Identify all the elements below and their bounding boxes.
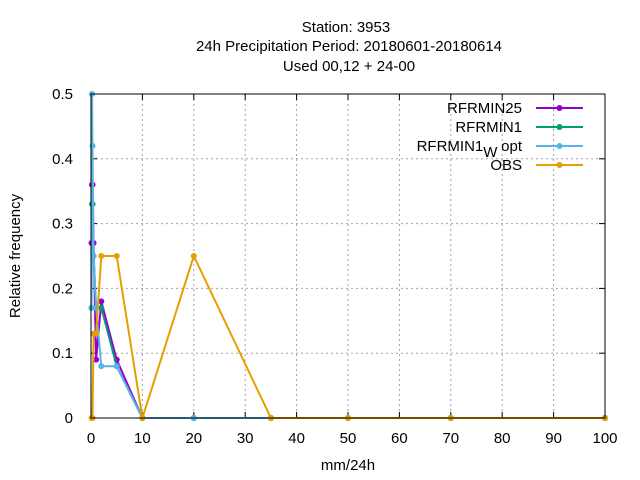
y-tick-label: 0.5	[52, 86, 73, 103]
data-point	[113, 253, 120, 259]
x-tick-label: 40	[288, 430, 305, 447]
data-point	[90, 253, 97, 259]
axis-ticks: 0 10 20 30 40 50 60 70 80 90 100 0 0.1 0.2 0.3 0.4 0.5	[52, 86, 617, 447]
x-tick-label: 90	[545, 430, 562, 447]
y-tick-label: 0.1	[52, 345, 73, 362]
x-tick-label: 50	[340, 430, 357, 447]
x-tick-label: 60	[391, 430, 408, 447]
data-point	[98, 253, 105, 259]
legend-swatch-point	[556, 143, 563, 149]
plot-frame	[90, 93, 606, 419]
data-point	[98, 298, 105, 305]
y-tick-label: 0.3	[52, 216, 73, 233]
legend-swatch-point	[556, 124, 563, 130]
legend-swatch-point	[556, 162, 563, 168]
legend-label: RFRMIN25	[447, 100, 522, 117]
y-tick-label: 0.4	[52, 151, 73, 168]
grid	[91, 94, 605, 418]
data-point	[98, 363, 105, 370]
legend-swatch-point	[556, 105, 563, 111]
data-point	[93, 330, 100, 337]
data-point	[88, 304, 95, 311]
data-point	[89, 142, 96, 149]
data-point	[98, 304, 105, 311]
data-point	[93, 356, 100, 363]
x-tick-label: 30	[237, 430, 254, 447]
data-point	[113, 363, 120, 370]
x-axis-label: mm/24h	[321, 457, 375, 474]
data-point	[190, 253, 197, 259]
x-tick-label: 20	[185, 430, 202, 447]
chart-title: Station: 3953 24h Precipitation Period: …	[196, 19, 502, 75]
legend-label: OBS	[490, 157, 522, 174]
title-line-3: Used 00,12 + 24-00	[283, 58, 415, 75]
legend-label: RFRMIN1W opt	[417, 138, 523, 161]
legend-label: RFRMIN1	[455, 119, 522, 136]
x-tick-label: 100	[592, 430, 617, 447]
x-tick-label: 10	[134, 430, 151, 447]
x-tick-label: 80	[494, 430, 511, 447]
x-tick-label: 70	[442, 430, 459, 447]
title-line-1: Station: 3953	[302, 19, 390, 36]
title-line-2: 24h Precipitation Period: 20180601-20180…	[196, 38, 502, 55]
x-tick-label: 0	[87, 430, 95, 447]
y-axis-label: Relative frequency	[7, 193, 24, 318]
y-tick-label: 0	[65, 410, 73, 427]
y-tick-label: 0.2	[52, 280, 73, 297]
